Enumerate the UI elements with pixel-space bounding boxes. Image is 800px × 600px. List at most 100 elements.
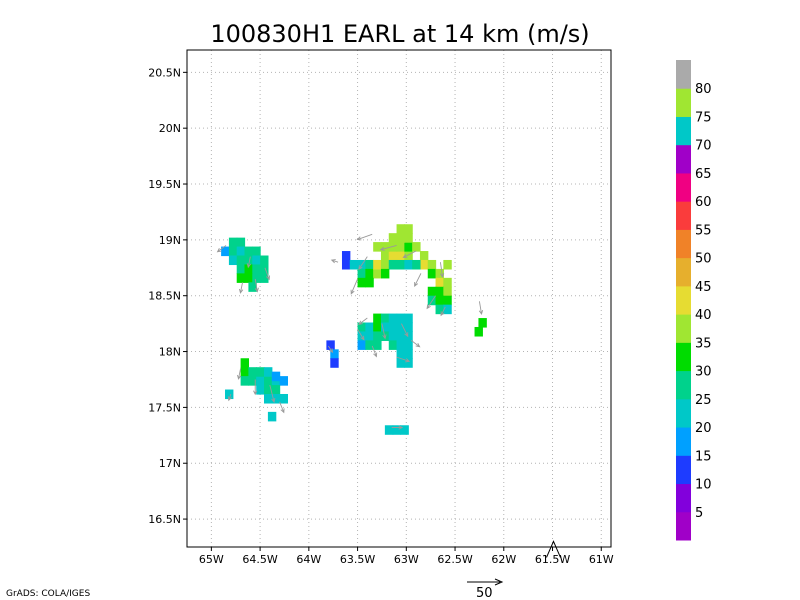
wind-cell-89	[380, 331, 390, 341]
x-tick-label-3: 63.5W	[340, 553, 375, 566]
wind-cell-37	[373, 242, 382, 252]
wind-cell-122	[267, 411, 277, 422]
colorbar-swatch-15	[676, 88, 691, 117]
wind-cell-11	[260, 255, 269, 266]
wind-cell-49	[419, 259, 429, 270]
wind-cell-45	[396, 224, 405, 234]
wind-cell-35	[396, 251, 405, 261]
colorbar-label-11: 55	[695, 223, 712, 238]
wind-vector-28	[227, 393, 232, 402]
wind-cell-95	[373, 340, 382, 350]
wind-cell-1	[236, 237, 246, 248]
wind-cell-120	[279, 393, 288, 404]
wind-cell-63	[443, 286, 452, 297]
wind-cell-3	[228, 246, 238, 257]
wind-vector-7	[379, 245, 397, 251]
x-axis-ticks: 65W 64.5W 64W 63.5W 63W 62.5W 62W 61.5W 61W	[199, 547, 614, 566]
wind-cell-98	[404, 340, 413, 350]
wind-cell-107	[248, 376, 257, 386]
colorbar-label-16: 80	[695, 82, 712, 97]
wind-cell-28	[373, 268, 382, 279]
wind-cell-53	[404, 259, 413, 270]
x-tick-label-2: 64W	[296, 553, 321, 566]
wind-cell-82	[380, 322, 390, 333]
wind-cell-99	[396, 349, 405, 359]
x-tick-label-0: 65W	[199, 553, 224, 566]
wind-vector-15	[478, 301, 484, 315]
wind-cell-5	[244, 246, 253, 257]
wind-cell-112	[264, 367, 273, 377]
wind-cell-54	[412, 259, 421, 270]
wind-vector-25	[253, 379, 258, 396]
colorbar-swatch-10	[676, 229, 691, 259]
wind-cell-115	[256, 385, 265, 395]
wind-cell-69	[478, 318, 487, 328]
wind-vector-14	[440, 306, 446, 317]
y-tick-label-8: 20.5N	[148, 66, 181, 79]
wind-cell-77	[380, 313, 390, 324]
x-tick-label-1: 64.5W	[242, 553, 277, 566]
wind-cell-78	[388, 313, 398, 324]
wind-vector-2	[254, 278, 259, 293]
reference-vector-label: 50	[476, 586, 493, 600]
y-tick-label-0: 16.5N	[148, 513, 181, 526]
reference-arrow-head	[494, 578, 504, 586]
wind-cell-97	[396, 340, 405, 350]
colorbar-swatch-16	[676, 60, 691, 89]
wind-vector-13	[439, 262, 445, 279]
wind-vector-27	[279, 401, 285, 414]
wind-cell-59	[435, 277, 444, 288]
reference-vector: 50	[467, 578, 504, 600]
wind-cell-27	[365, 268, 374, 279]
wind-vector-16	[358, 317, 368, 326]
grads-credit: GrADS: COLA/IGES	[6, 589, 90, 599]
wind-vector-22	[371, 345, 378, 358]
wind-cell-81	[373, 322, 382, 333]
wind-cell-66	[443, 295, 452, 306]
wind-cell-65	[435, 295, 444, 306]
wind-cell-19	[260, 273, 269, 283]
wind-cell-93	[357, 340, 366, 350]
colorbar-label-12: 60	[695, 195, 712, 210]
wind-cell-114	[279, 376, 288, 386]
colorbar-swatch-3	[676, 427, 691, 456]
plot-frame	[186, 49, 612, 548]
wind-cell-50	[427, 259, 437, 270]
grid-lines	[187, 50, 611, 547]
wind-vector-9	[350, 278, 358, 295]
x-tick-label-6: 62W	[491, 553, 516, 566]
colorbar: 5 10 15 20 25 30 35 40 45 50 55 60 65 70 75 80	[676, 60, 712, 541]
colorbar-label-7: 35	[695, 336, 712, 351]
wind-cell-111	[256, 367, 265, 377]
wind-cell-51	[388, 259, 398, 270]
wind-cell-55	[380, 268, 390, 279]
wind-cell-58	[443, 259, 452, 270]
wind-cell-7	[228, 255, 238, 266]
wind-cell-26	[357, 268, 366, 279]
wind-cell-106	[240, 376, 250, 386]
wind-vector-24	[237, 368, 242, 380]
wind-cell-57	[435, 268, 444, 279]
colorbar-swatch-12	[676, 172, 691, 202]
wind-vector-11	[414, 273, 422, 287]
wind-cell-48	[419, 251, 429, 261]
wind-vector-4	[264, 267, 271, 281]
colorbar-label-14: 70	[695, 139, 712, 154]
wind-cell-116	[264, 385, 273, 395]
wind-cell-29	[357, 277, 366, 288]
wind-cell-56	[427, 268, 437, 279]
wind-cell-74	[357, 322, 366, 333]
chart-title: 100830H1 EARL at 14 km (m/s)	[210, 20, 589, 48]
wind-cell-88	[373, 331, 382, 341]
wind-vector-12	[426, 295, 436, 310]
wind-cell-90	[388, 331, 398, 341]
wind-cell-41	[404, 242, 413, 252]
colorbar-swatch-7	[676, 314, 691, 343]
wind-cell-60	[443, 277, 452, 288]
colorbar-swatch-8	[676, 285, 691, 315]
wind-vector-6	[356, 233, 373, 241]
colorbar-label-6: 30	[695, 365, 712, 380]
wind-vector-0	[216, 245, 227, 253]
